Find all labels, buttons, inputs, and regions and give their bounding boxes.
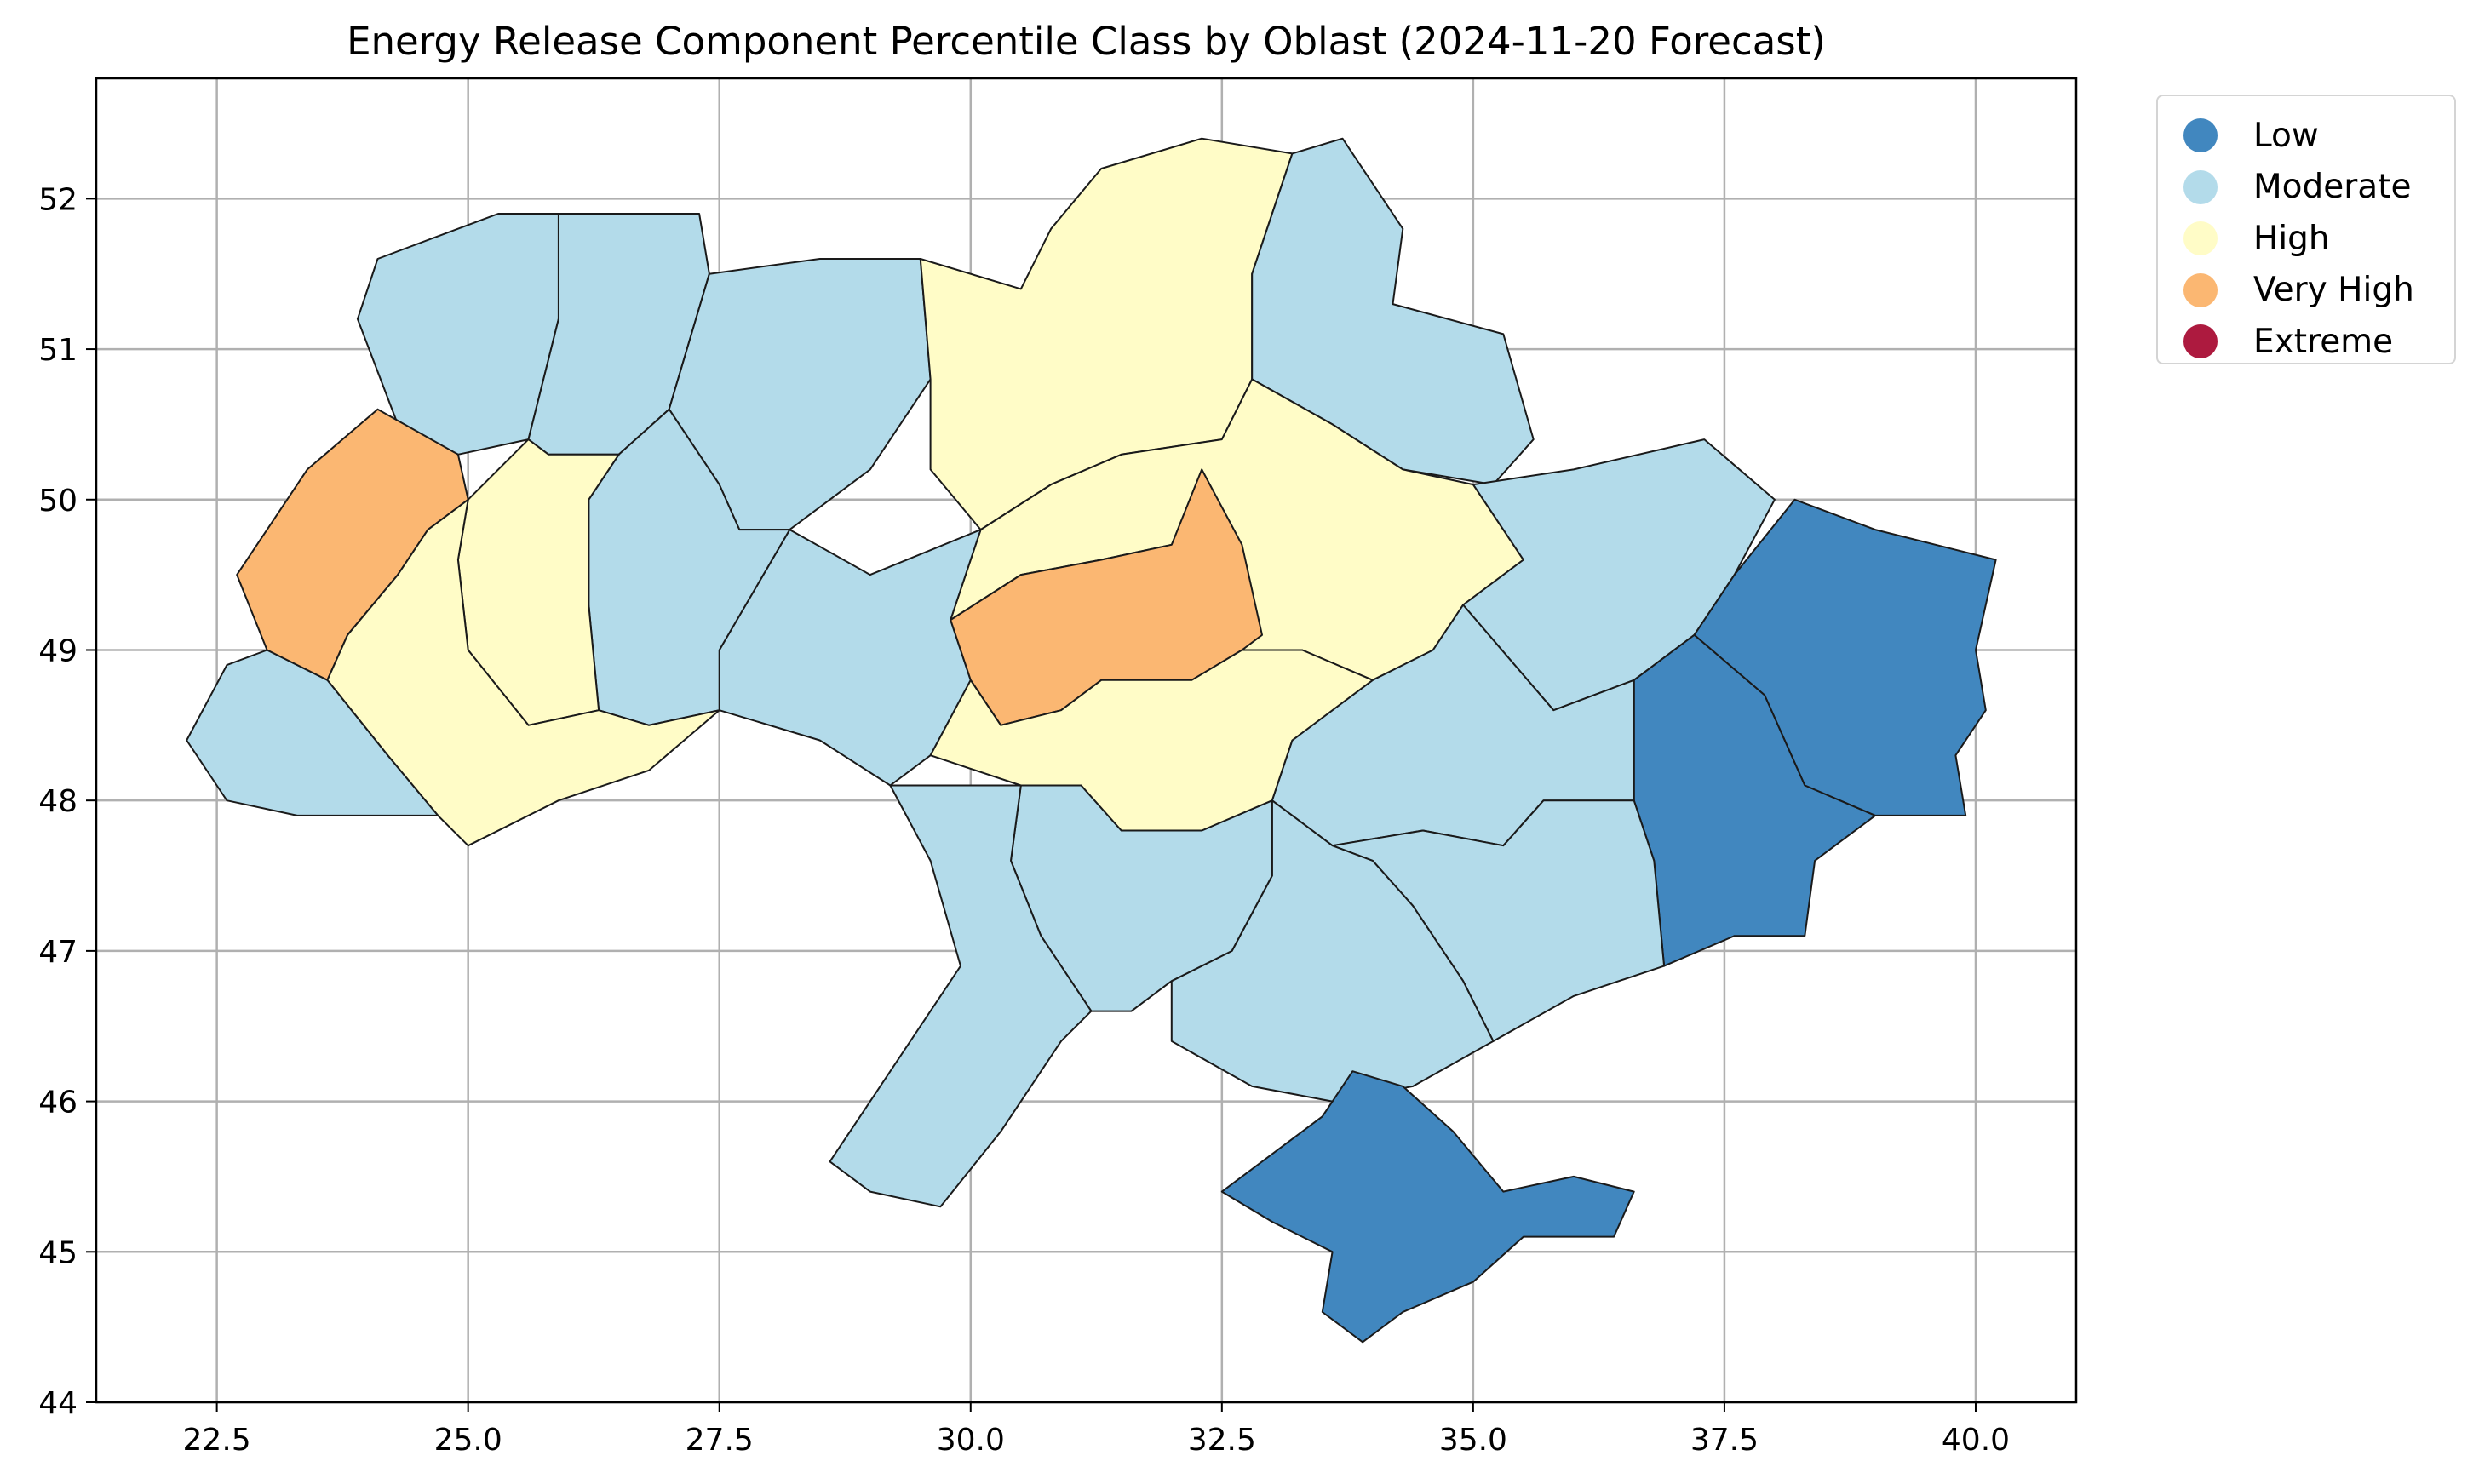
x-tick-label: 30.0: [937, 1423, 1005, 1458]
x-tick-label: 27.5: [686, 1423, 754, 1458]
y-tick-label: 48: [38, 784, 77, 819]
legend-item: High: [2183, 216, 2330, 261]
legend-item: Low: [2183, 113, 2319, 158]
y-tick-label: 47: [38, 935, 77, 970]
legend-marker: [2183, 118, 2218, 152]
map-title: Energy Release Component Percentile Clas…: [347, 19, 1826, 64]
x-tick-label: 22.5: [183, 1423, 251, 1458]
x-tick-label: 35.0: [1439, 1423, 1507, 1458]
legend-marker: [2183, 169, 2218, 204]
oblast-region: [929, 649, 1374, 832]
oblast-region: [1251, 137, 1535, 486]
legend-label: High: [2253, 219, 2330, 258]
y-tick-label: 46: [38, 1086, 77, 1120]
y-tick-label: 44: [38, 1386, 77, 1421]
legend-item: Moderate: [2183, 165, 2411, 209]
oblast-region: [829, 784, 1093, 1208]
x-tick-label: 25.0: [434, 1423, 502, 1458]
legend-label: Extreme: [2253, 322, 2394, 361]
legend-label: Very High: [2253, 271, 2414, 309]
legend-label: Moderate: [2253, 168, 2412, 206]
x-tick-label: 37.5: [1690, 1423, 1759, 1458]
legend-marker: [2183, 272, 2218, 307]
legend: Low Moderate High Very High Extreme: [2156, 95, 2456, 364]
legend-marker: [2183, 221, 2218, 255]
oblast-region: [186, 649, 439, 816]
y-tick-label: 45: [38, 1235, 77, 1270]
x-tick-label: 40.0: [1942, 1423, 2010, 1458]
y-tick-label: 49: [38, 633, 77, 668]
plot-frame: [95, 77, 2078, 1404]
oblast-region: [1220, 1070, 1635, 1344]
y-tick-label: 51: [38, 333, 77, 368]
legend-item: Very High: [2183, 268, 2414, 312]
oblast-regions: [186, 137, 1997, 1344]
legend-marker: [2183, 324, 2218, 358]
axis-ticks: 22.5 25.0 27.5 30.0 32.5 35.0 37.5 40.0 44 45 46 47…: [38, 182, 2010, 1458]
x-tick-label: 32.5: [1188, 1423, 1256, 1458]
y-tick-label: 50: [38, 484, 77, 519]
y-tick-label: 52: [38, 182, 77, 217]
legend-label: Low: [2253, 116, 2319, 155]
legend-item: Extreme: [2183, 319, 2393, 364]
